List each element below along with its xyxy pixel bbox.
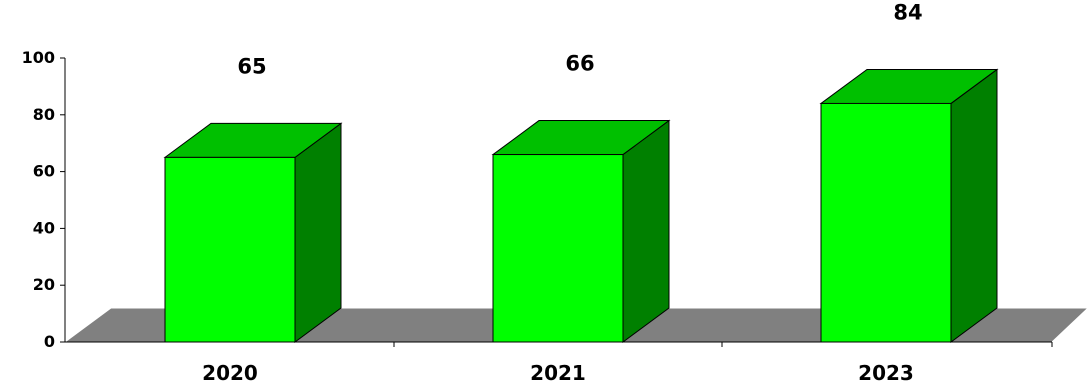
x-category-label: 2021 bbox=[530, 361, 586, 385]
bar-2021 bbox=[491, 119, 671, 343]
x-category-label: 2020 bbox=[202, 361, 258, 385]
bar-front-face bbox=[820, 102, 952, 343]
y-tick-label: 40 bbox=[33, 218, 55, 237]
y-tick-label: 20 bbox=[33, 275, 55, 294]
bar-side-face bbox=[622, 119, 670, 343]
bar-side-face bbox=[950, 68, 998, 343]
y-tick-label: 80 bbox=[33, 105, 55, 124]
bar-side-face bbox=[294, 122, 342, 343]
y-tick-label: 0 bbox=[44, 332, 55, 351]
x-category-label: 2023 bbox=[858, 361, 914, 385]
bar-front-face bbox=[492, 154, 624, 343]
data-label: 66 bbox=[565, 52, 594, 76]
y-tick-label: 100 bbox=[22, 48, 55, 67]
bar-2023 bbox=[819, 68, 999, 343]
bar-front-face bbox=[164, 156, 296, 343]
data-label: 84 bbox=[893, 0, 922, 24]
y-tick-label: 60 bbox=[33, 162, 55, 181]
data-label: 65 bbox=[237, 54, 266, 78]
bar-2020 bbox=[163, 122, 343, 343]
